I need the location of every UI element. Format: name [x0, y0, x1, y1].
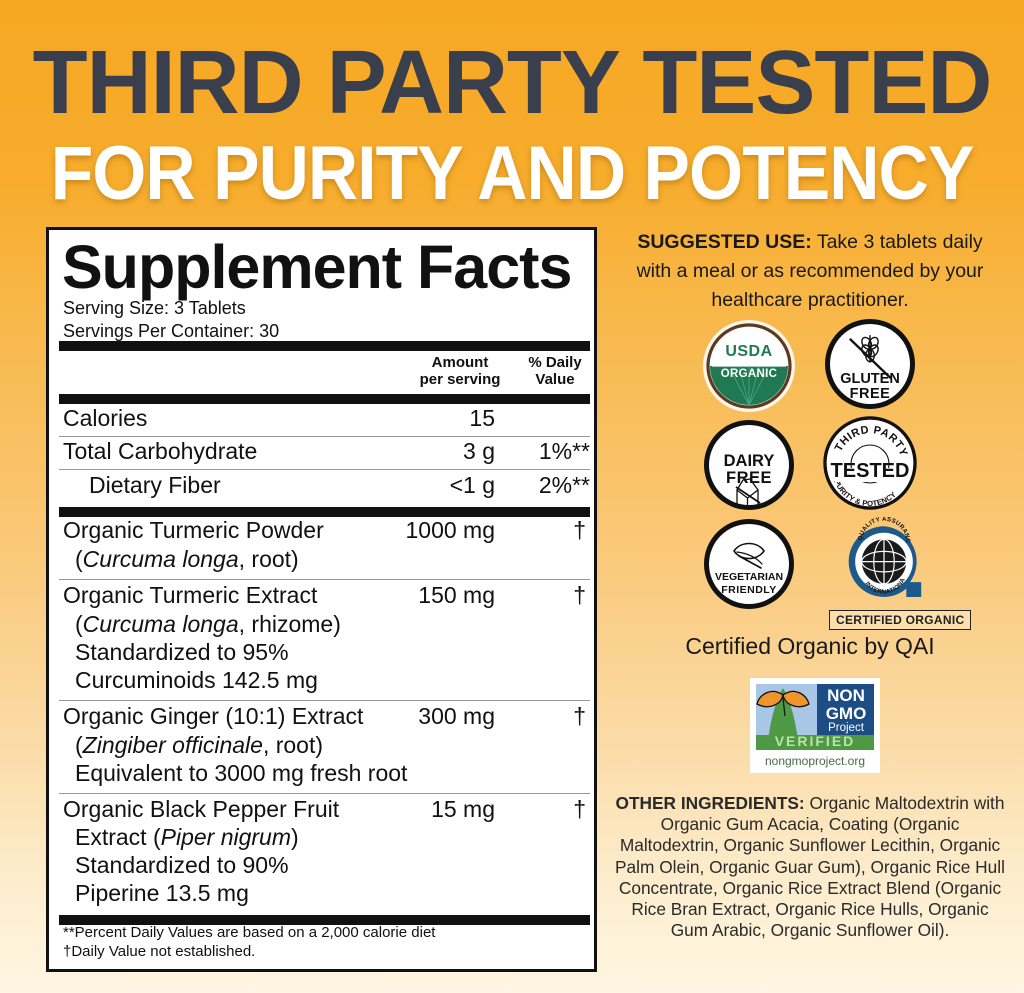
svg-text:VEGETARIAN: VEGETARIAN — [715, 571, 783, 583]
svg-text:FRIENDLY: FRIENDLY — [721, 584, 777, 596]
svg-text:GMO: GMO — [826, 704, 867, 723]
svg-text:NON: NON — [827, 686, 865, 705]
svg-text:ORGANIC: ORGANIC — [721, 368, 777, 380]
svg-text:VERIFIED: VERIFIED — [775, 733, 856, 749]
svg-text:nongmoproject.org: nongmoproject.org — [765, 754, 865, 768]
svg-text:FREE: FREE — [850, 386, 891, 402]
svg-text:GLUTEN: GLUTEN — [840, 371, 900, 387]
svg-text:TESTED: TESTED — [831, 460, 910, 482]
svg-text:FREE: FREE — [726, 469, 772, 487]
svg-text:DAIRY: DAIRY — [724, 452, 775, 470]
svg-text:USDA: USDA — [725, 343, 772, 360]
